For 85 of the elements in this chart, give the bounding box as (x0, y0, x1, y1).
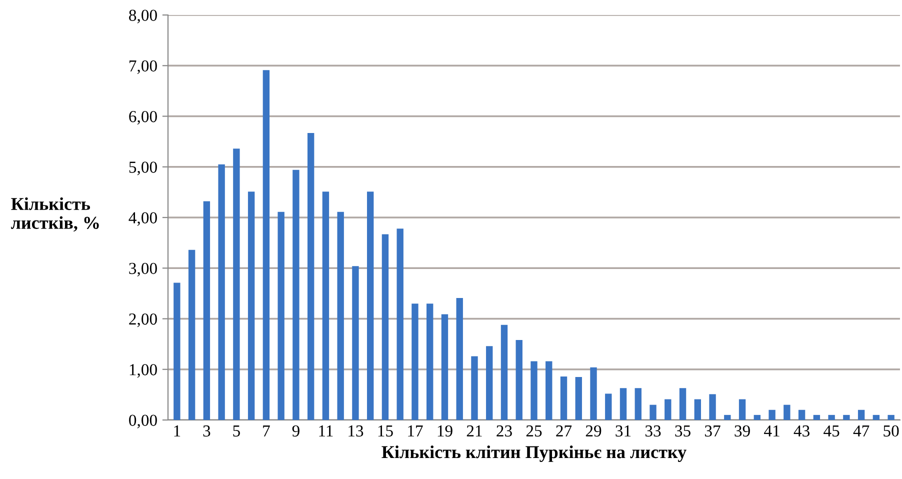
bar (858, 410, 865, 420)
bar (768, 410, 776, 420)
bar (322, 192, 330, 420)
x-tick-label: 45 (824, 425, 840, 437)
x-tick-label: 1 (174, 425, 180, 436)
x-tick-label: 23 (496, 425, 512, 437)
bar (248, 192, 255, 420)
y-axis-title: Кількість листків, % (11, 197, 99, 232)
bar (694, 399, 702, 420)
y-tick-label: 6,00 (129, 110, 157, 125)
bar (828, 414, 835, 420)
bar (174, 282, 180, 420)
bar (590, 367, 597, 420)
y-tick-label: 2,00 (129, 313, 157, 328)
bar (233, 148, 240, 420)
x-tick-label: 21 (466, 425, 482, 436)
bar (516, 340, 522, 420)
y-tick-label: 5,00 (129, 162, 157, 176)
y-tick-label: 3,00 (129, 262, 157, 276)
bar (471, 356, 478, 420)
x-tick-label: 11 (319, 425, 333, 436)
x-tick-label: 27 (556, 425, 572, 436)
x-axis-title: Кількість клітин Пуркіньє на листку (382, 446, 686, 462)
bar (754, 414, 761, 420)
y-tick-label: 0,00 (129, 414, 157, 428)
bar (634, 388, 642, 420)
bar (784, 404, 790, 420)
bar (664, 399, 672, 420)
bar (500, 324, 508, 420)
x-tick-label: 3 (203, 425, 210, 437)
bar (843, 414, 850, 420)
bar (292, 170, 300, 420)
x-tick-label: 39 (734, 425, 750, 437)
x-tick-label: 7 (263, 426, 270, 436)
x-tick-label: 17 (408, 425, 423, 436)
x-tick-label: 29 (586, 425, 602, 437)
x-tick-label: 47 (853, 425, 870, 436)
bar (679, 388, 686, 420)
bar (188, 250, 196, 420)
bar (412, 304, 418, 420)
x-tick-label: 35 (675, 425, 690, 437)
bar (486, 346, 493, 420)
bar (307, 132, 314, 420)
bar (738, 399, 746, 420)
x-tick-label: 31 (616, 425, 631, 437)
bar (382, 234, 389, 420)
x-tick-label: 15 (378, 425, 393, 437)
bar (366, 192, 374, 420)
x-tick-label: 37 (705, 425, 720, 437)
x-tick-label: 13 (348, 425, 364, 437)
y-tick-label: 1,00 (130, 364, 157, 378)
x-tick-label: 43 (794, 425, 810, 437)
bar (456, 298, 463, 420)
x-tick-label: 33 (645, 425, 661, 437)
y-tick-label: 8,00 (129, 10, 157, 24)
bar (441, 314, 448, 420)
bar (426, 304, 434, 420)
bar (605, 394, 612, 420)
bar (575, 376, 582, 420)
bar (709, 394, 716, 420)
bar (813, 414, 820, 420)
x-tick-label: 9 (292, 425, 300, 437)
bar (396, 228, 404, 420)
bar (872, 414, 880, 420)
x-tick-label: 5 (233, 426, 240, 437)
x-tick-label: 25 (526, 425, 542, 437)
bar (650, 404, 656, 420)
x-tick-label: 50 (884, 425, 899, 437)
bar (262, 70, 270, 420)
bar (798, 410, 806, 420)
bar (560, 376, 568, 420)
bar (203, 201, 210, 420)
bar (337, 212, 344, 420)
bar (218, 164, 225, 420)
bar (530, 361, 538, 420)
x-tick-label: 41 (764, 425, 780, 436)
bar (352, 266, 359, 420)
bar (620, 388, 627, 420)
x-tick-label: 19 (438, 425, 452, 437)
bar (546, 361, 552, 420)
y-tick-label: 7,00 (130, 60, 157, 74)
bar (888, 414, 894, 420)
y-tick-label: 4,00 (128, 212, 157, 226)
bar (724, 414, 731, 420)
bar (278, 212, 284, 420)
